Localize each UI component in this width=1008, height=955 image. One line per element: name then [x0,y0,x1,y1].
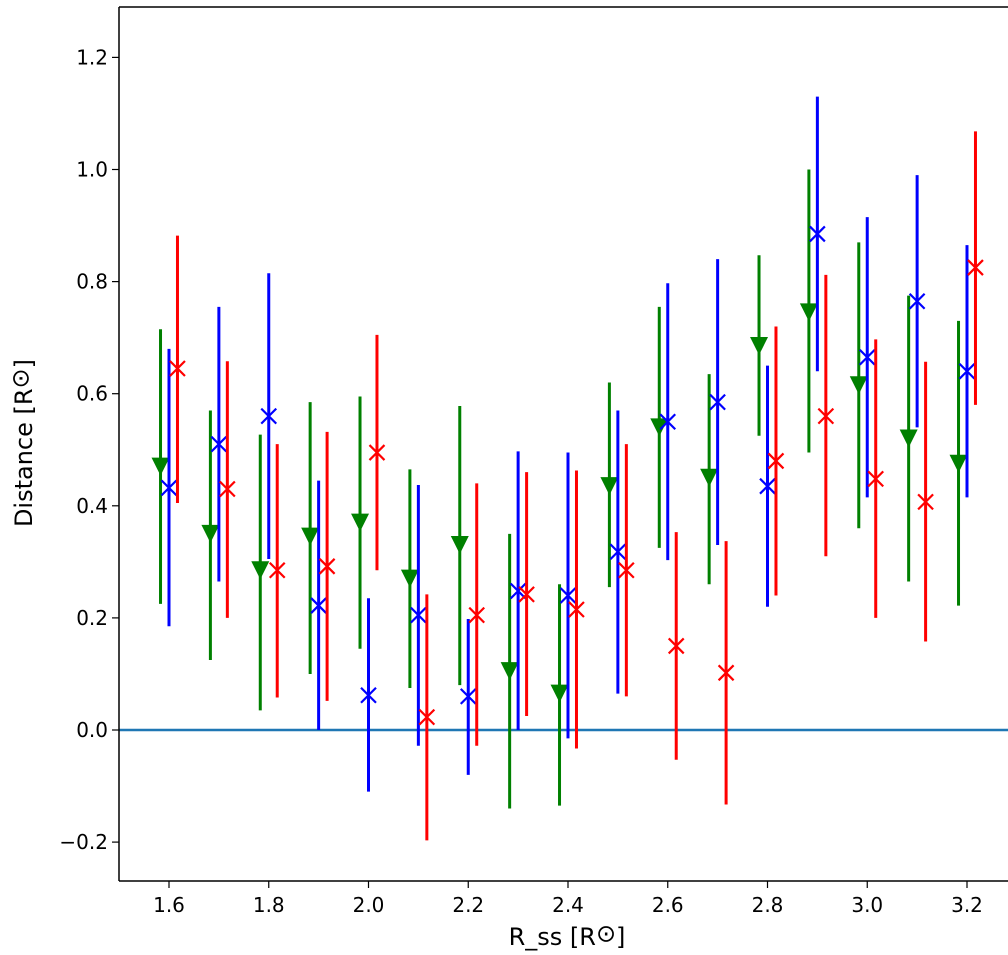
data-point-x [368,444,386,461]
y-tick-label: 1.2 [76,45,108,69]
data-point-x [609,543,627,561]
y-tick-label: 0.8 [76,270,108,294]
x-tick-label: 2.0 [353,893,385,917]
data-point-triangle [251,561,270,580]
data-point-x [659,413,677,431]
data-point-triangle [201,524,220,543]
data-point-triangle [949,454,968,473]
data-point-x [310,597,327,614]
data-point-triangle [899,429,918,448]
data-point-x [169,360,186,377]
data-point-x [410,606,427,624]
data-point-triangle [600,477,619,496]
data-point-triangle [500,662,519,681]
plot-area [119,96,1008,841]
data-point-x [219,480,236,498]
data-point-x [318,558,336,575]
data-point-x [967,259,984,276]
y-axis-label: Distance [R⊙] [6,359,38,527]
data-point-x [759,477,776,495]
data-point-triangle [151,457,170,476]
data-point-triangle [301,527,320,546]
data-point-x [260,407,278,425]
y-tick-label: 0.4 [76,494,108,518]
x-tick-label: 3.0 [851,893,883,917]
y-tick-label: −0.2 [59,830,108,854]
data-point-triangle [351,513,370,532]
data-point-triangle [550,684,569,703]
x-tick-label: 1.8 [253,893,285,917]
data-point-x [917,493,934,511]
data-point-triangle [849,376,868,395]
x-axis-label: R_ss [R⊙] [509,919,626,951]
data-point-x [418,708,436,726]
data-point-x [268,561,286,579]
data-point-x [767,452,785,470]
data-point-x [468,606,486,624]
y-tick-label: 0.2 [76,606,108,630]
data-point-triangle [750,337,769,356]
data-point-x [360,686,377,704]
data-point-x [717,664,735,682]
x-axis-label-unit: ⊙ [596,919,616,947]
series-3 [169,131,984,841]
x-tick-label: 2.8 [752,893,784,917]
data-point-x [509,582,527,600]
data-point-triangle [450,536,469,555]
data-point-x [568,601,585,618]
x-tick-label: 2.4 [552,893,584,917]
data-point-triangle [400,569,419,588]
data-point-x [867,470,885,488]
axes: 1.6 1.8 2.0 2.2 2.4 2.6 2.8 3.0 3.2 −0.2 0.0 0.2 0.4… [59,6,1008,917]
y-tick-label: 0.0 [76,718,108,742]
series-2 [160,96,976,792]
data-point-triangle [799,303,818,322]
data-point-x [667,637,685,655]
y-tick-label: 0.6 [76,382,108,406]
data-point-x [908,292,926,310]
data-point-x [160,479,178,497]
data-point-x [618,561,635,579]
x-tick-label: 2.6 [652,893,684,917]
x-tick-label: 1.6 [153,893,185,917]
data-point-x [809,225,826,243]
data-point-x [858,348,876,366]
data-point-x [210,435,228,453]
data-point-x [518,586,535,603]
x-tick-label: 3.2 [951,893,983,917]
series-1 [151,169,968,809]
y-axis-label-unit: ⊙ [6,368,34,388]
data-point-x [958,363,976,380]
x-tick-label: 2.2 [452,893,484,917]
data-point-x [559,587,577,604]
y-tick-label: 1.0 [76,158,108,182]
data-point-triangle [700,468,719,487]
data-point-x [709,393,726,411]
data-point-triangle [650,418,669,437]
data-point-x [817,407,835,425]
data-point-x [459,688,477,705]
